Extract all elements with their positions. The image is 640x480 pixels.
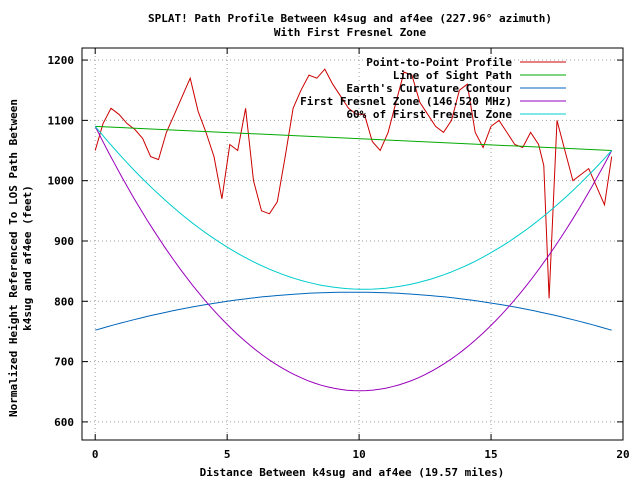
chart-subtitle: With First Fresnel Zone bbox=[274, 26, 427, 39]
chart-title: SPLAT! Path Profile Between k4sug and af… bbox=[148, 12, 552, 25]
x-tick-label: 15 bbox=[484, 448, 497, 461]
plot-frame bbox=[81, 47, 624, 441]
axis-ticks: 0 5 10 15 20 600 700 800 900 1000 1100 1200 bbox=[48, 48, 630, 461]
series-line-0 bbox=[94, 68, 613, 299]
x-tick-label: 20 bbox=[616, 448, 629, 461]
series-line-4 bbox=[94, 126, 613, 290]
y-axis-label-line1: Normalized Height Referenced To LOS Path… bbox=[7, 99, 20, 417]
y-tick-label: 1200 bbox=[48, 54, 75, 67]
legend-label: Line of Sight Path bbox=[393, 69, 512, 82]
series-line-1 bbox=[95, 125, 612, 151]
series-layer bbox=[94, 68, 613, 392]
y-tick-label: 600 bbox=[54, 416, 74, 429]
legend-label: 60% of First Fresnel Zone bbox=[346, 108, 512, 121]
legend-label: Point-to-Point Profile bbox=[366, 56, 512, 69]
y-tick-label: 700 bbox=[54, 356, 74, 369]
x-axis-label: Distance Between k4sug and af4ee (19.57 … bbox=[200, 466, 505, 479]
y-tick-label: 1000 bbox=[48, 175, 75, 188]
x-tick-label: 10 bbox=[352, 448, 365, 461]
x-tick-label: 5 bbox=[224, 448, 231, 461]
legend-label: Earth's Curvature Contour bbox=[346, 82, 512, 95]
y-tick-label: 900 bbox=[54, 235, 74, 248]
series-line-2 bbox=[95, 291, 612, 331]
y-axis-label-line2: k4sug and af4ee (feet) bbox=[21, 185, 34, 331]
x-tick-label: 0 bbox=[92, 448, 99, 461]
y-tick-label: 1100 bbox=[48, 114, 75, 127]
y-tick-label: 800 bbox=[54, 295, 74, 308]
series-line-3 bbox=[94, 126, 613, 392]
legend-label: First Fresnel Zone (146.520 MHz) bbox=[300, 95, 512, 108]
